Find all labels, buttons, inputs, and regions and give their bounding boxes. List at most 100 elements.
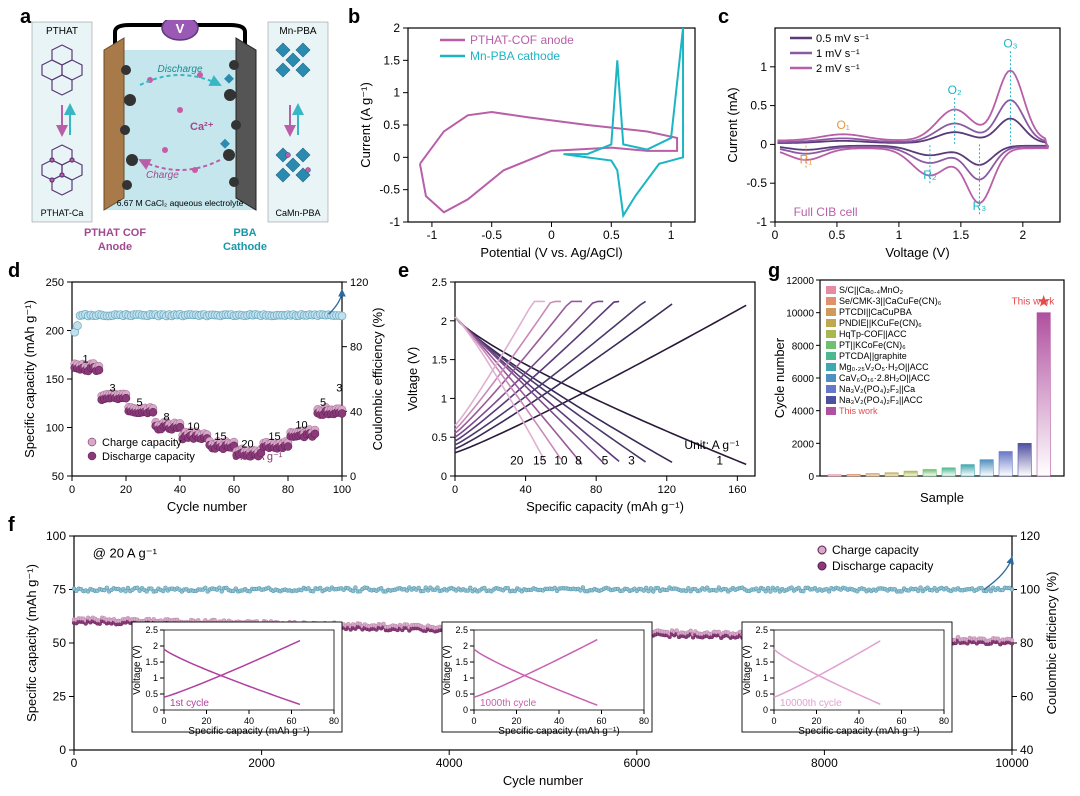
svg-text:0: 0: [69, 484, 75, 496]
svg-text:O₁: O₁: [836, 118, 849, 132]
svg-text:5: 5: [602, 453, 609, 467]
svg-text:Charge capacity: Charge capacity: [102, 437, 182, 449]
svg-text:0: 0: [393, 150, 400, 164]
svg-text:6000: 6000: [623, 756, 650, 770]
svg-text:0.5: 0.5: [755, 689, 768, 699]
svg-text:0.5: 0.5: [603, 228, 620, 242]
svg-text:10000th cycle: 10000th cycle: [780, 698, 842, 709]
svg-text:1000th cycle: 1000th cycle: [480, 698, 537, 709]
svg-text:20: 20: [511, 716, 521, 726]
svg-text:Voltage (V): Voltage (V): [742, 645, 753, 694]
svg-text:1: 1: [763, 673, 768, 683]
panel-d-chart: 02040608010050100150200250Cycle numberSp…: [12, 270, 394, 516]
svg-text:40: 40: [174, 484, 186, 496]
svg-text:80: 80: [639, 716, 649, 726]
svg-text:10000: 10000: [786, 309, 814, 320]
svg-text:12000: 12000: [786, 276, 814, 287]
svg-text:0: 0: [772, 228, 779, 242]
svg-text:15: 15: [533, 453, 547, 467]
svg-text:60: 60: [228, 484, 240, 496]
svg-text:0: 0: [763, 705, 768, 715]
svg-text:15: 15: [214, 431, 226, 443]
svg-text:1: 1: [668, 228, 675, 242]
svg-text:0.5: 0.5: [383, 118, 400, 132]
svg-text:1.5: 1.5: [455, 657, 468, 667]
svg-text:80: 80: [939, 716, 949, 726]
svg-text:40: 40: [519, 484, 531, 496]
svg-text:0: 0: [808, 472, 814, 483]
svg-text:2000: 2000: [792, 439, 815, 450]
svg-text:-0.5: -0.5: [746, 176, 767, 190]
ptha-label: PTHAT: [46, 26, 78, 37]
svg-text:100: 100: [46, 423, 64, 435]
svg-text:HqTp-COF||ACC: HqTp-COF||ACC: [839, 329, 907, 339]
svg-text:1: 1: [760, 60, 767, 74]
svg-text:Mn-PBA: Mn-PBA: [279, 26, 317, 37]
svg-text:4000: 4000: [792, 407, 815, 418]
svg-text:80: 80: [590, 484, 602, 496]
svg-text:0.5: 0.5: [145, 689, 158, 699]
svg-text:0: 0: [350, 471, 356, 483]
svg-text:0.5: 0.5: [455, 689, 468, 699]
svg-text:2: 2: [763, 641, 768, 651]
svg-text:1.5: 1.5: [145, 657, 158, 667]
svg-text:25: 25: [53, 690, 67, 704]
svg-text:CaV₆O₁₆·2.8H₂O||ACC: CaV₆O₁₆·2.8H₂O||ACC: [839, 373, 930, 383]
svg-text:-0.5: -0.5: [481, 228, 502, 242]
svg-text:This work: This work: [1012, 297, 1056, 308]
svg-text:CaMn-PBA: CaMn-PBA: [275, 208, 320, 218]
svg-text:4000: 4000: [436, 756, 463, 770]
svg-text:250: 250: [46, 277, 64, 289]
svg-text:1: 1: [896, 228, 903, 242]
svg-text:15: 15: [268, 431, 280, 443]
svg-text:0.5: 0.5: [750, 99, 767, 113]
svg-text:Specific capacity (mAh g⁻¹): Specific capacity (mAh g⁻¹): [22, 300, 37, 458]
svg-text:1: 1: [716, 453, 723, 467]
svg-text:2.5: 2.5: [455, 625, 468, 635]
svg-text:Current (A g⁻¹): Current (A g⁻¹): [358, 82, 373, 168]
svg-text:Specific capacity (mAh g⁻¹): Specific capacity (mAh g⁻¹): [188, 726, 309, 737]
svg-text:Unit: A g⁻¹: Unit: A g⁻¹: [232, 451, 283, 463]
svg-text:Coulombic efficiency (%): Coulombic efficiency (%): [370, 308, 385, 451]
svg-text:100: 100: [333, 484, 351, 496]
svg-text:Discharge capacity: Discharge capacity: [102, 451, 195, 463]
svg-text:10: 10: [187, 421, 199, 433]
svg-text:3: 3: [336, 382, 342, 394]
svg-text:-0.5: -0.5: [379, 183, 400, 197]
svg-text:0: 0: [153, 705, 158, 715]
svg-text:20: 20: [120, 484, 132, 496]
svg-text:PTHAT-Ca: PTHAT-Ca: [41, 208, 84, 218]
svg-text:5: 5: [320, 397, 326, 409]
svg-text:Discharge capacity: Discharge capacity: [832, 559, 933, 573]
svg-text:Na₃V₂(PO₄)₂F₃||ACC: Na₃V₂(PO₄)₂F₃||ACC: [839, 395, 923, 405]
svg-text:40: 40: [854, 716, 864, 726]
svg-text:1: 1: [463, 673, 468, 683]
svg-text:2: 2: [441, 316, 447, 328]
svg-text:Se/CMK-3||CaCuFe(CN)₆: Se/CMK-3||CaCuFe(CN)₆: [839, 296, 942, 306]
svg-text:0: 0: [161, 716, 166, 726]
svg-text:2: 2: [1019, 228, 1026, 242]
svg-text:PTCDI||CaCuPBA: PTCDI||CaCuPBA: [839, 307, 912, 317]
panel-f-chart: 02000400060008000100000255075100Cycle nu…: [12, 524, 1072, 790]
svg-text:120: 120: [350, 277, 368, 289]
svg-text:60: 60: [596, 716, 606, 726]
svg-text:60: 60: [896, 716, 906, 726]
svg-text:Full CIB cell: Full CIB cell: [794, 205, 858, 219]
svg-text:8000: 8000: [811, 756, 838, 770]
panel-g-chart: 020004000600080001000012000Cycle numberS…: [772, 270, 1072, 516]
svg-text:-1: -1: [756, 215, 767, 229]
svg-text:Unit: A g⁻¹: Unit: A g⁻¹: [684, 438, 739, 452]
svg-text:1: 1: [441, 393, 447, 405]
svg-text:Discharge: Discharge: [157, 64, 202, 75]
svg-text:Charge capacity: Charge capacity: [832, 543, 919, 557]
svg-text:Ca²⁺: Ca²⁺: [190, 121, 214, 133]
svg-text:PNDIE||KCuFe(CN)₆: PNDIE||KCuFe(CN)₆: [839, 318, 922, 328]
svg-text:1.5: 1.5: [755, 657, 768, 667]
svg-text:3: 3: [109, 382, 115, 394]
svg-text:Specific capacity (mAh g⁻¹): Specific capacity (mAh g⁻¹): [24, 564, 39, 722]
svg-text:Specific capacity (mAh g⁻¹): Specific capacity (mAh g⁻¹): [798, 726, 919, 737]
svg-text:50: 50: [52, 471, 64, 483]
svg-text:Sample: Sample: [920, 490, 964, 505]
svg-text:5: 5: [136, 397, 142, 409]
svg-text:PT||KCoFe(CN)₆: PT||KCoFe(CN)₆: [839, 340, 906, 350]
